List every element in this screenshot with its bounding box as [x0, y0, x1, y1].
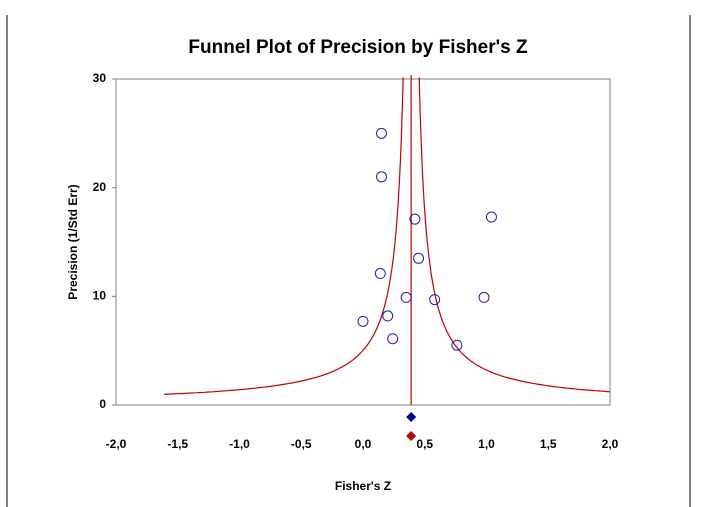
y-axis-label: Precision (1/Std Err) — [66, 184, 80, 299]
x-tick-label: 1,5 — [540, 437, 557, 451]
x-tick-label: -1,0 — [229, 437, 250, 451]
y-tick-label: 30 — [93, 71, 107, 85]
x-tick-label: 2,0 — [602, 437, 619, 451]
y-tick-label: 20 — [93, 180, 107, 194]
x-tick-label: -0,5 — [291, 437, 312, 451]
study-point — [387, 333, 399, 345]
study-point — [376, 171, 388, 183]
study-point — [357, 315, 369, 327]
study-point — [382, 310, 394, 322]
summary-diamond — [406, 412, 417, 422]
study-point — [478, 291, 490, 303]
funnel-line — [164, 77, 404, 395]
study-point — [374, 268, 386, 280]
study-point — [451, 339, 463, 351]
study-point — [429, 294, 441, 306]
funnel-line — [418, 77, 610, 393]
study-point — [413, 252, 425, 264]
x-tick-label: 0,5 — [416, 437, 433, 451]
x-tick-label: -2,0 — [106, 437, 127, 451]
study-point — [485, 211, 497, 223]
study-point — [400, 291, 412, 303]
x-tick-label: -1,5 — [167, 437, 188, 451]
study-point — [409, 213, 421, 225]
plot-area — [115, 78, 611, 406]
x-axis-label: Fisher's Z — [335, 479, 391, 493]
x-tick-label: 0,0 — [355, 437, 372, 451]
summary-diamond — [406, 431, 417, 441]
y-tick-label: 10 — [93, 289, 107, 303]
chart-title: Funnel Plot of Precision by Fisher's Z — [188, 37, 528, 58]
x-tick-label: 1,0 — [478, 437, 495, 451]
study-point — [376, 127, 388, 139]
y-tick-label: 0 — [99, 397, 106, 411]
